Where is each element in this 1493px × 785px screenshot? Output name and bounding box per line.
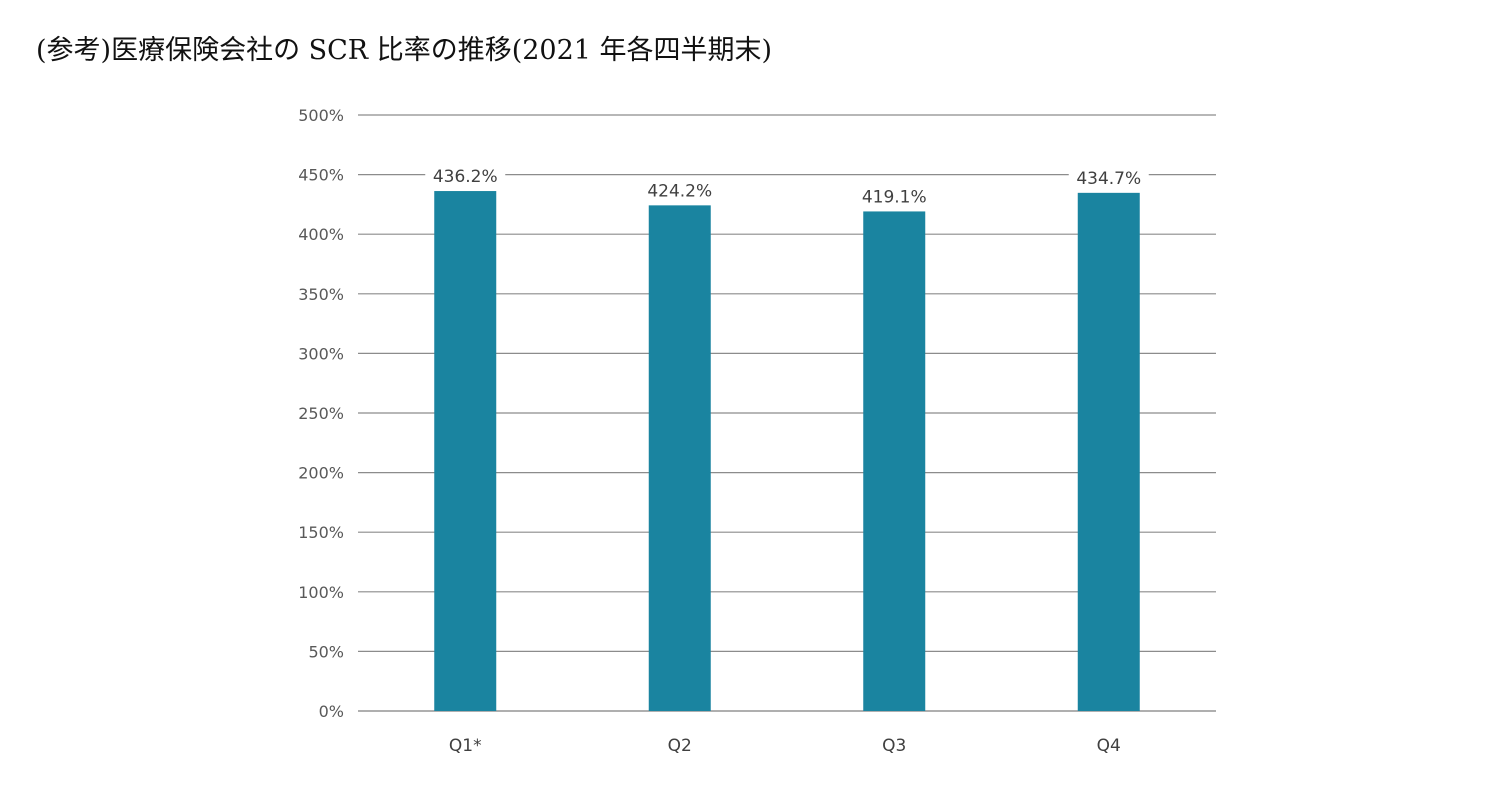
- y-tick-label: 100%: [298, 583, 344, 602]
- x-category-label: Q2: [668, 736, 692, 756]
- bar-q2: [648, 205, 711, 711]
- data-labels: 436.2% 424.2% 419.1% 434.7%: [425, 165, 1149, 208]
- y-tick-label: 400%: [298, 225, 344, 244]
- data-label: 424.2%: [647, 181, 712, 201]
- y-axis-tick-labels: 0% 50% 100% 150% 200% 250% 300% 350% 400% 450% 500…: [298, 106, 344, 721]
- y-tick-label: 450%: [298, 166, 344, 185]
- x-category-label: Q3: [882, 736, 906, 756]
- page-title: (参考)医療保険会社の SCR 比率の推移(2021 年各四半期末): [36, 35, 773, 66]
- x-axis-category-labels: Q1* Q2 Q3 Q4: [449, 736, 1121, 756]
- y-tick-label: 200%: [298, 464, 344, 483]
- data-label: 436.2%: [433, 167, 498, 187]
- bars: [434, 191, 1140, 712]
- bar-q3: [863, 211, 926, 711]
- x-category-label: Q4: [1097, 736, 1121, 756]
- bar-q1: [434, 191, 497, 711]
- data-label-background: [1068, 166, 1149, 189]
- x-category-label: Q1*: [449, 736, 482, 756]
- y-tick-label: 250%: [298, 404, 344, 423]
- y-tick-label: 50%: [308, 642, 344, 661]
- data-label-background: [854, 185, 935, 208]
- data-label-background: [639, 179, 720, 202]
- y-tick-label: 350%: [298, 285, 344, 304]
- data-label-background: [425, 165, 506, 188]
- data-label: 434.7%: [1076, 169, 1141, 189]
- y-tick-label: 0%: [319, 702, 344, 721]
- y-tick-label: 500%: [298, 106, 344, 125]
- data-label: 419.1%: [862, 187, 927, 207]
- y-tick-label: 300%: [298, 344, 344, 363]
- bar-q4: [1077, 192, 1140, 712]
- y-tick-label: 150%: [298, 523, 344, 542]
